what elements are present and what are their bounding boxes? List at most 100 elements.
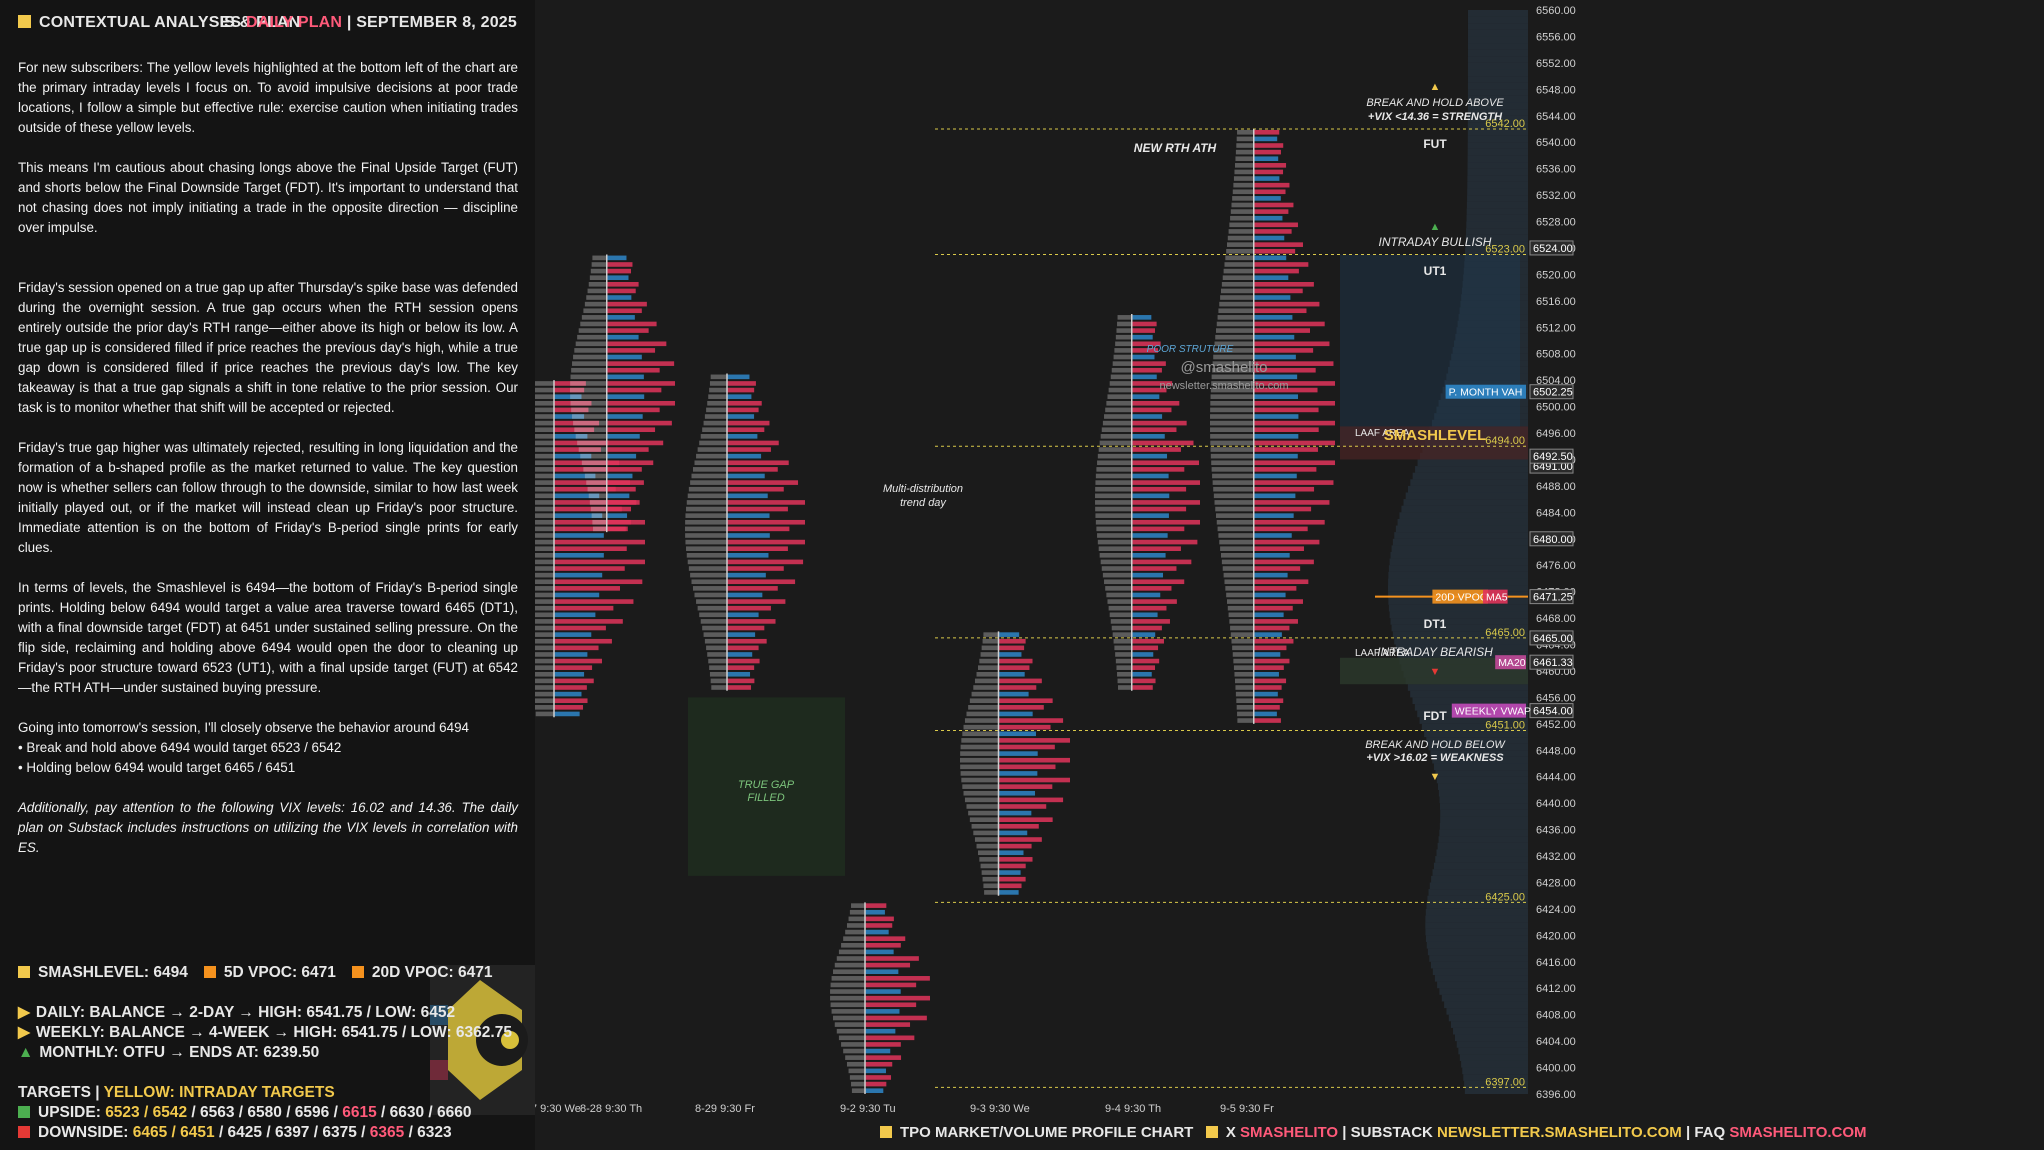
yellow-square-icon	[18, 966, 30, 978]
tpo-row	[968, 810, 999, 816]
volume-row	[998, 883, 1022, 889]
tpo-row	[570, 387, 607, 393]
price-tick-label: 6416.00	[1536, 957, 1576, 969]
volume-row	[1253, 506, 1312, 512]
tpo-row	[685, 526, 727, 532]
tpo-row	[704, 414, 727, 419]
volume-row	[865, 1088, 884, 1093]
footer-square-icon	[880, 1126, 892, 1138]
volume-profile-bar	[1446, 1008, 1528, 1015]
tpo-row	[593, 526, 607, 532]
downside-label: DOWNSIDE:	[38, 1124, 129, 1141]
tpo-row	[688, 566, 727, 571]
footer-x-link[interactable]: SMASHELITO	[1240, 1124, 1339, 1141]
volume-profile-bar	[1405, 492, 1528, 500]
tpo-row	[830, 995, 865, 1001]
indicator-tag-label: P. MONTH VAH	[1449, 387, 1523, 399]
price-tag	[1529, 589, 1574, 605]
volume-row	[727, 453, 762, 459]
volume-profile-bar	[1390, 552, 1528, 559]
volume-row	[1253, 486, 1315, 492]
red-square-icon	[18, 1126, 30, 1138]
volume-row	[727, 434, 758, 439]
tpo-row	[707, 652, 727, 657]
tpo-row	[981, 870, 999, 875]
volume-row	[554, 559, 645, 565]
tpo-row	[1235, 156, 1254, 162]
new-ath-label: NEW RTH ATH	[1134, 141, 1217, 155]
tpo-row	[574, 427, 607, 433]
tpo-row	[1226, 592, 1254, 598]
tpo-row	[572, 414, 607, 419]
volume-row	[606, 434, 640, 439]
volume-row	[1253, 288, 1303, 294]
tpo-row	[1233, 658, 1254, 664]
poor-structure-label: POOR STRUTURE	[1147, 344, 1234, 355]
volume-row	[998, 738, 1070, 743]
volume-row	[998, 632, 1020, 637]
price-tag-label: 6461.33	[1533, 657, 1573, 669]
fut-label: FUT	[1423, 137, 1447, 151]
tpo-row	[570, 394, 607, 399]
volume-row	[998, 652, 1022, 657]
tpo-row	[588, 493, 607, 499]
tpo-row	[1231, 202, 1254, 208]
play-icon: ▶	[18, 1024, 30, 1041]
tpo-row	[1098, 447, 1132, 452]
volume-row	[1253, 182, 1290, 188]
volume-profile-bar	[1467, 142, 1528, 149]
tpo-row	[1213, 354, 1254, 360]
volume-row	[1131, 500, 1200, 505]
volume-row	[554, 678, 594, 684]
volume-row	[998, 764, 1056, 770]
footer-substack-link[interactable]: NEWSLETTER.SMASHELITO.COM	[1437, 1124, 1682, 1141]
volume-row	[554, 658, 602, 664]
volume-row	[554, 447, 601, 452]
volume-row	[1253, 328, 1311, 333]
tpo-row	[963, 790, 999, 796]
tpo-row	[838, 1035, 865, 1041]
volume-profile-bar	[1399, 512, 1528, 519]
price-tag-label: 6480.00	[1533, 534, 1573, 546]
volume-row	[1253, 381, 1335, 386]
volume-row	[727, 579, 796, 585]
tpo-row	[535, 711, 554, 717]
price-tick-label: 6420.00	[1536, 930, 1576, 942]
tpo-row	[587, 486, 607, 492]
tpo-row	[973, 830, 999, 836]
volume-profile-bar	[1430, 750, 1528, 757]
volume-profile-bar	[1407, 485, 1528, 493]
volume-row	[727, 480, 799, 485]
tpo-row	[1212, 473, 1254, 479]
volume-profile-bar	[1464, 1080, 1528, 1088]
tpo-row	[572, 361, 607, 366]
volume-row	[865, 1081, 887, 1087]
tpo-row	[966, 804, 999, 809]
volume-row	[1131, 586, 1172, 591]
tpo-row	[707, 400, 727, 406]
volume-row	[1253, 440, 1335, 446]
volume-row	[1253, 599, 1303, 604]
volume-row	[1253, 658, 1290, 664]
price-tag	[1529, 448, 1574, 464]
volume-row	[727, 678, 755, 684]
tpo-row	[1105, 407, 1132, 413]
tpo-row	[1218, 533, 1254, 538]
tpo-row	[966, 711, 999, 717]
tpo-row	[1217, 315, 1254, 320]
volume-profile-bar	[1410, 479, 1528, 486]
tpo-row	[1220, 553, 1254, 558]
tpo-row	[686, 553, 727, 558]
tpo-row	[1097, 460, 1132, 466]
break-below-label: BREAK AND HOLD BELOW	[1365, 739, 1506, 751]
footer-faq-link[interactable]: SMASHELITO.COM	[1729, 1124, 1867, 1141]
tpo-row	[1117, 321, 1132, 327]
tpo-row	[1234, 671, 1254, 677]
volume-profile-bar	[1466, 214, 1528, 222]
volume-row	[727, 638, 767, 644]
paragraph-6c: • Holding below 6494 would target 6465 /…	[18, 760, 296, 775]
volume-profile-bar	[1392, 538, 1528, 546]
session-profile	[960, 631, 1070, 896]
tpo-row	[687, 559, 727, 565]
tpo-row	[1117, 671, 1132, 677]
